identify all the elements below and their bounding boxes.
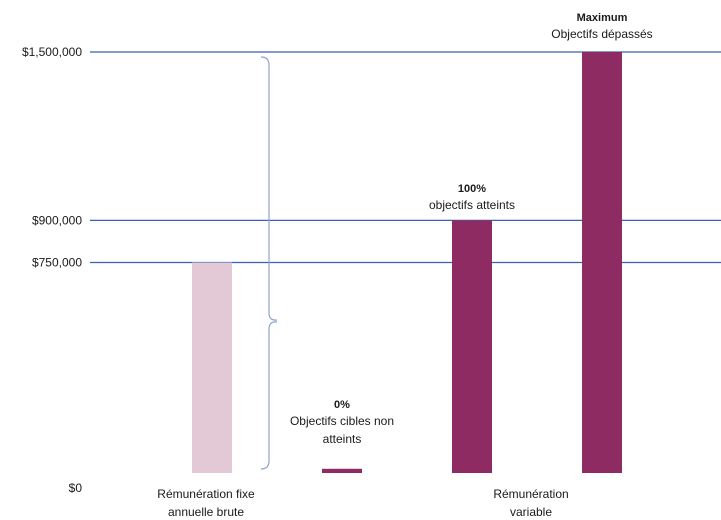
category-label: annuelle brute [168,505,244,519]
bar-annotations: 0% Objectifs cibles non atteints 100% object… [290,12,653,446]
brace [260,56,278,470]
bar [322,468,362,473]
bars [192,52,622,473]
bar-annotation-text: atteints [323,432,362,446]
y-tick-label: $750,000 [32,256,82,270]
y-tick-label: $900,000 [32,213,82,227]
reference-lines [90,51,721,264]
brace-shape [260,56,278,470]
y-tick-label: $0 [69,481,83,495]
category-label: variable [510,505,552,519]
y-axis-tick-labels: $0 $750,000 $900,000 $1,500,000 [22,45,82,495]
bar-annotation-text: Objectifs dépassés [551,27,652,41]
bar [452,220,492,473]
category-labels: Rémunération fixe annuelle brute Rémunérat… [157,487,568,519]
category-label: Rémunération [493,487,568,501]
y-tick-label: $1,500,000 [22,45,82,59]
bar [192,262,232,473]
bar-annotation-text: Objectifs cibles non [290,414,394,428]
bar [582,52,622,473]
bar-annotation-title: Maximum [577,12,628,24]
category-label: Rémunération fixe [157,487,255,501]
bar-annotation-title: 100% [458,183,486,195]
bar-annotation-title: 0% [334,399,350,411]
bar-annotation-text: objectifs atteints [429,198,515,212]
